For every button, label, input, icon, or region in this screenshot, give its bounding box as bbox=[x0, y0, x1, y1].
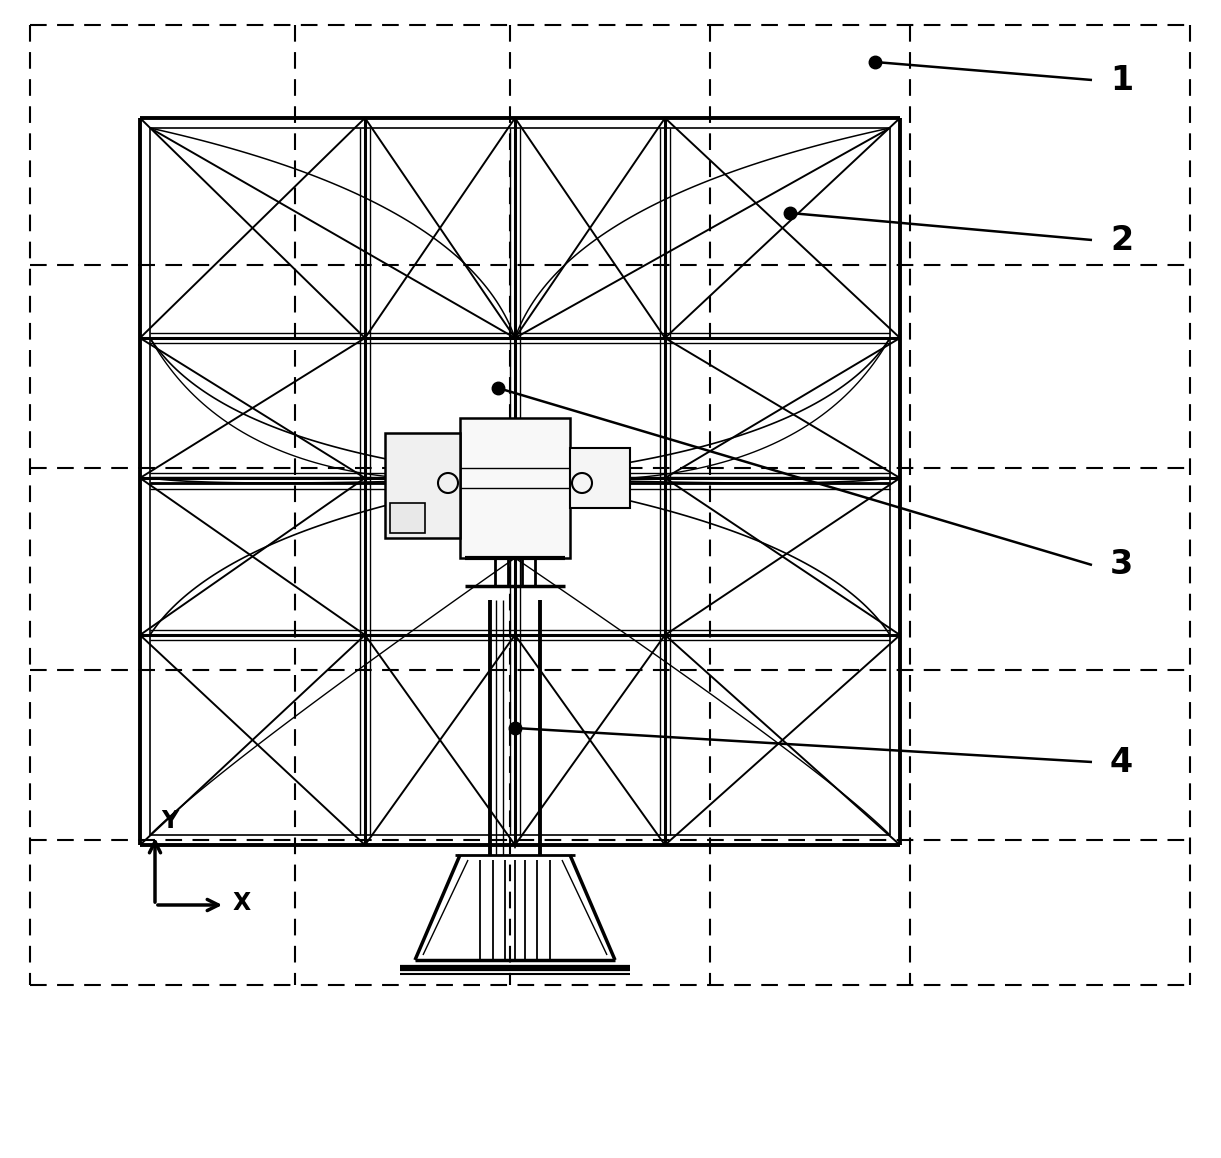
Bar bbox=[570, 448, 630, 508]
Bar bbox=[385, 433, 460, 538]
Text: 1: 1 bbox=[1110, 64, 1133, 96]
Bar bbox=[460, 418, 570, 558]
Text: 2: 2 bbox=[1110, 223, 1133, 257]
Text: 4: 4 bbox=[1110, 746, 1133, 778]
Text: Y: Y bbox=[161, 809, 178, 833]
Text: X: X bbox=[233, 891, 252, 915]
Text: 3: 3 bbox=[1110, 549, 1133, 581]
Bar bbox=[389, 503, 425, 533]
